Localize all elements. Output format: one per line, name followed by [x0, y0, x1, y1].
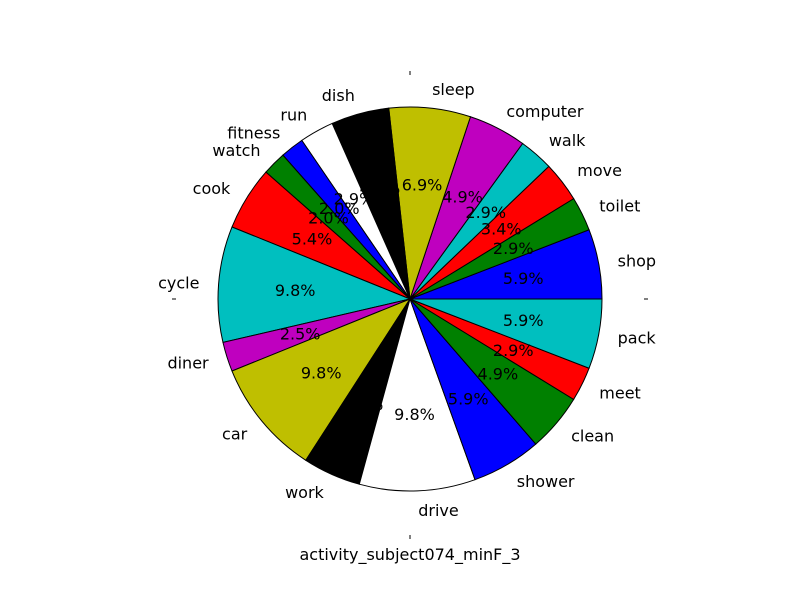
slice-label-cycle: cycle — [158, 274, 199, 293]
slice-label-cook: cook — [193, 179, 231, 198]
pie-slices — [217, 106, 603, 492]
pct-label-watch: 2.0% — [308, 209, 349, 228]
pct-label-cook: 5.4% — [292, 229, 333, 248]
pie-slice-drive — [358, 297, 476, 492]
slice-label-meet: meet — [599, 384, 641, 403]
pct-label-run: 2.9% — [334, 189, 375, 208]
slice-label-car: car — [222, 425, 248, 444]
slice-label-computer: computer — [506, 102, 584, 121]
pct-label-computer: 4.9% — [442, 187, 483, 206]
slice-label-toilet: toilet — [599, 196, 640, 215]
slice-label-move: move — [577, 161, 622, 180]
slice-labels: shop toilet move walk computer sleep dishrunfi… — [158, 80, 656, 520]
pct-label-clean: 4.9% — [478, 365, 519, 384]
pct-label-fitness: 2.0% — [319, 199, 360, 218]
pie-slice-car — [231, 297, 412, 461]
slice-label-shop: shop — [618, 251, 656, 270]
pct-label-dish: 4.9% — [360, 179, 401, 198]
slice-label-watch: watch — [212, 141, 260, 160]
pct-label-shower: 5.9% — [448, 389, 489, 408]
slice-label-pack: pack — [618, 329, 657, 348]
pct-label-move: 3.4% — [481, 220, 522, 239]
x-axis-label: activity_subject074_minF_3 — [299, 545, 520, 565]
slice-label-sleep: sleep — [432, 80, 475, 99]
pct-label-pack: 5.9% — [503, 311, 544, 330]
slice-label-work: work — [285, 483, 324, 502]
slice-label-dish: dish — [322, 86, 355, 105]
pct-label-shop: 5.9% — [503, 269, 544, 288]
pct-label-meet: 2.9% — [493, 341, 534, 360]
pie-slice-cycle — [217, 226, 412, 344]
slice-label-shower: shower — [517, 472, 575, 491]
pie-slice-pack — [409, 298, 603, 369]
axis-ticks — [172, 71, 648, 539]
pct-label-diner: 2.5% — [280, 325, 321, 344]
pct-label-car: 9.8% — [301, 363, 342, 382]
slice-label-clean: clean — [571, 427, 614, 446]
slice-label-walk: walk — [549, 131, 586, 150]
pct-label-walk: 2.9% — [465, 203, 506, 222]
percent-labels: 5.9%2.9%3.4%2.9%4.9%6.9%4.9%2.9%2.0%2.0%… — [275, 175, 544, 424]
slice-label-fitness: fitness — [227, 123, 280, 142]
pct-label-cycle: 9.8% — [275, 281, 316, 300]
slice-label-diner: diner — [167, 354, 209, 373]
pct-label-sleep: 6.9% — [402, 175, 443, 194]
slice-label-drive: drive — [418, 501, 459, 520]
pct-label-work: 4.9% — [343, 395, 384, 414]
slice-label-run: run — [280, 105, 307, 124]
pct-label-toilet: 2.9% — [493, 239, 534, 258]
pct-label-drive: 9.8% — [394, 405, 435, 424]
